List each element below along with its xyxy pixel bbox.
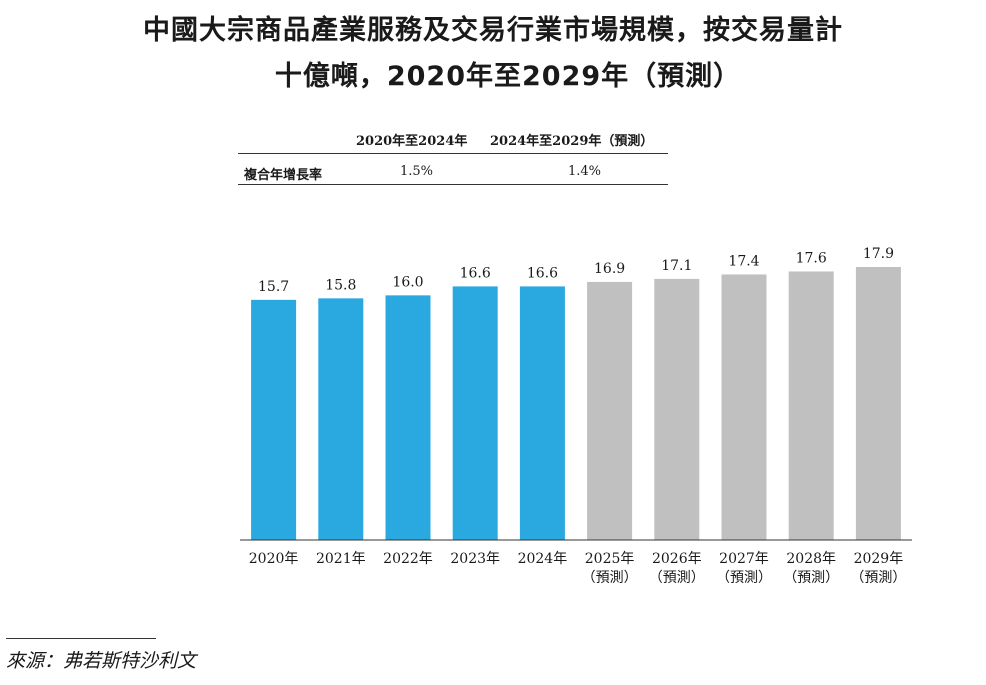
x-tick-label-8: 2027年 bbox=[719, 551, 769, 567]
bar-10 bbox=[855, 266, 901, 540]
bar-4 bbox=[452, 286, 498, 540]
cagr-value-historical: 1.5% bbox=[400, 164, 434, 179]
bar-6 bbox=[587, 281, 633, 540]
x-tick-label-6: 2025年 bbox=[585, 551, 635, 567]
bar-value-label-1: 15.7 bbox=[258, 279, 289, 295]
bar-5 bbox=[519, 286, 565, 540]
x-tick-label-10: 2029年 bbox=[854, 551, 904, 567]
x-tick-label-2: 2021年 bbox=[316, 551, 366, 567]
bar-2 bbox=[318, 298, 364, 540]
x-tick-sublabel-9: （預測） bbox=[783, 570, 839, 586]
bar-value-label-7: 17.1 bbox=[661, 258, 692, 274]
cagr-rule-top bbox=[238, 153, 668, 154]
bar-value-label-5: 16.6 bbox=[527, 265, 558, 281]
chart-title: 中國大宗商品產業服務及交易行業市場規模，按交易量計 十億噸，2020年至2029… bbox=[0, 8, 986, 100]
bar-value-label-6: 16.9 bbox=[594, 261, 625, 277]
cagr-row-label: 複合年增長率 bbox=[244, 168, 323, 183]
x-tick-label-3: 2022年 bbox=[383, 551, 433, 567]
x-tick-label-5: 2024年 bbox=[518, 551, 568, 567]
source-rule bbox=[6, 638, 156, 639]
x-tick-sublabel-7: （預測） bbox=[649, 570, 705, 586]
bar-value-label-3: 16.0 bbox=[392, 274, 423, 290]
x-tick-label-4: 2023年 bbox=[450, 551, 500, 567]
bar-value-label-8: 17.4 bbox=[728, 253, 759, 269]
bar-3 bbox=[385, 295, 431, 540]
x-tick-label-9: 2028年 bbox=[786, 551, 836, 567]
bar-9 bbox=[788, 271, 834, 540]
x-tick-label-7: 2026年 bbox=[652, 551, 702, 567]
cagr-value-forecast: 1.4% bbox=[568, 164, 602, 179]
bar-value-label-4: 16.6 bbox=[460, 265, 491, 281]
bar-value-label-10: 17.9 bbox=[863, 246, 894, 262]
title-line-1: 中國大宗商品產業服務及交易行業市場規模，按交易量計 bbox=[143, 15, 843, 46]
x-tick-sublabel-8: （預測） bbox=[716, 570, 772, 586]
x-tick-sublabel-6: （預測） bbox=[582, 570, 638, 586]
x-tick-sublabel-10: （預測） bbox=[850, 570, 906, 586]
bar-1 bbox=[251, 299, 297, 540]
cagr-header-forecast: 2024年至2029年（預測） bbox=[490, 134, 654, 149]
bar-7 bbox=[654, 278, 700, 540]
x-tick-label-1: 2020年 bbox=[249, 551, 299, 567]
source-note: 來源：弗若斯特沙利文 bbox=[6, 650, 197, 672]
cagr-rule-bottom bbox=[238, 184, 668, 185]
title-line-2: 十億噸，2020年至2029年（預測） bbox=[274, 61, 742, 92]
bar-8 bbox=[721, 274, 767, 540]
bar-value-label-2: 15.8 bbox=[325, 277, 356, 293]
cagr-header-historical: 2020年至2024年 bbox=[356, 134, 468, 149]
bar-value-label-9: 17.6 bbox=[796, 250, 827, 266]
